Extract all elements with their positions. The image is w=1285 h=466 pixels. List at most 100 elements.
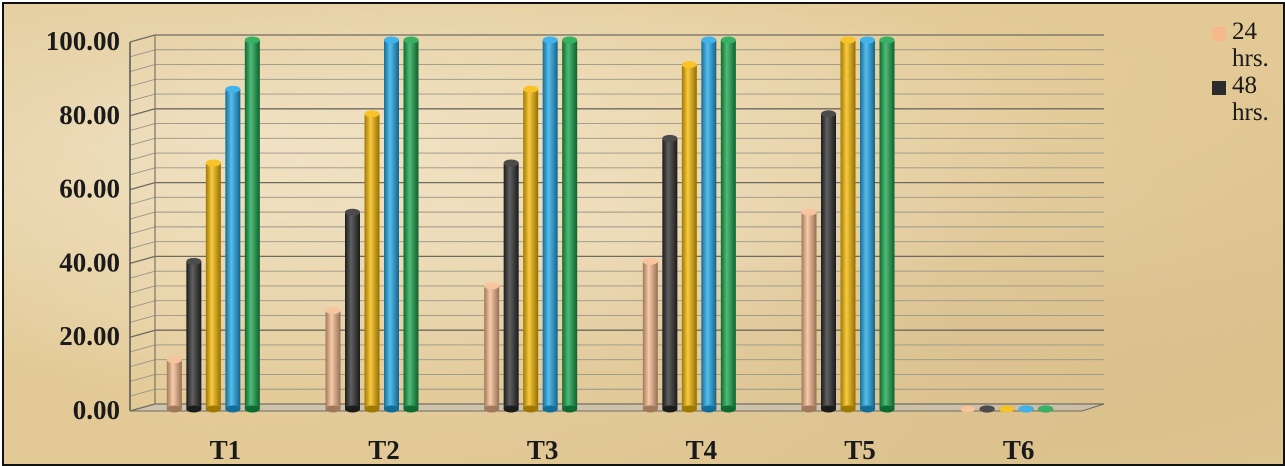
- bar: [186, 257, 202, 413]
- legend-label-24hrs-line1: 24: [1232, 18, 1257, 45]
- bar-body: [840, 40, 856, 409]
- gridline-side: [129, 93, 156, 102]
- bar-body: [345, 212, 360, 409]
- bar: [384, 36, 399, 413]
- bar-base: [720, 405, 736, 413]
- bar-base: [681, 405, 697, 413]
- bar-top: [960, 405, 976, 413]
- category-label: T4: [686, 435, 718, 464]
- bar-chart: 0.00 20.00 40.00 60.00 80.00 100.00 T1 T2 T3 T4 T5…: [46, 26, 1105, 464]
- gridline-side: [129, 388, 156, 397]
- y-tick-label: 20.00: [59, 321, 120, 351]
- category-label: T3: [527, 435, 559, 464]
- gridline-side: [129, 285, 156, 294]
- bar: [720, 36, 736, 413]
- bar: [860, 36, 875, 413]
- bar-top: [364, 110, 380, 118]
- bar-top: [662, 134, 678, 142]
- gridline-side: [129, 78, 156, 87]
- bar-base: [225, 405, 241, 413]
- bar-base: [821, 405, 836, 413]
- bar-base: [186, 405, 202, 413]
- bar: [1038, 405, 1054, 413]
- bar-base: [403, 405, 419, 413]
- gridline-side: [129, 270, 156, 279]
- bar-body: [186, 261, 202, 409]
- bar: [681, 61, 697, 413]
- bar-base: [325, 405, 341, 413]
- bar-base: [701, 405, 717, 413]
- gridline-side: [129, 300, 156, 309]
- bar-body: [523, 89, 539, 410]
- bar-top: [523, 85, 539, 93]
- bar-top: [484, 282, 500, 290]
- bar: [562, 36, 578, 413]
- bar: [244, 36, 260, 413]
- gridline-side: [129, 226, 156, 235]
- bar-top: [325, 307, 341, 315]
- bar-body: [542, 40, 558, 409]
- legend-swatch-24hrs: [1212, 27, 1226, 41]
- labels-layer: 0.00 20.00 40.00 60.00 80.00 100.00 T1 T2 T3 T4 T5…: [46, 26, 1035, 464]
- bar-base: [542, 405, 558, 413]
- bar-top: [840, 36, 856, 44]
- bar-base: [384, 405, 399, 413]
- gridline-side: [129, 329, 156, 338]
- y-tick-label: 0.00: [73, 395, 120, 425]
- bar-top: [681, 61, 697, 69]
- gridline-side: [129, 123, 156, 131]
- bar-base: [662, 405, 678, 413]
- bar: [662, 134, 678, 413]
- bar-top: [801, 208, 817, 216]
- category-label: T2: [368, 435, 400, 464]
- bar-body: [821, 113, 836, 410]
- gridline-side: [129, 315, 156, 323]
- y-tick-label: 100.00: [46, 26, 120, 56]
- bar-top: [1038, 405, 1054, 413]
- legend-swatch-48hrs: [1212, 81, 1226, 95]
- bar-top: [720, 36, 736, 44]
- bar-body: [681, 64, 697, 409]
- gridline-side: [129, 137, 156, 146]
- bar: [523, 85, 539, 413]
- legend-item-48hrs: 48 hrs.: [1210, 72, 1283, 126]
- legend-label-24hrs-line2: hrs.: [1232, 45, 1269, 72]
- bar-body: [662, 138, 678, 409]
- bar-base: [166, 405, 182, 413]
- bar-top: [879, 36, 895, 44]
- bar: [205, 159, 221, 413]
- bar-body: [384, 40, 399, 409]
- bar: [503, 159, 519, 413]
- legend-item-24hrs: 24 hrs.: [1210, 18, 1283, 72]
- gridline-side: [129, 344, 156, 353]
- bar-base: [840, 405, 856, 413]
- bar: [840, 36, 856, 413]
- bar-body: [244, 40, 260, 409]
- gridline-side: [129, 152, 156, 161]
- bar-top: [244, 36, 260, 44]
- bar-body: [503, 162, 519, 409]
- bar-top: [345, 208, 360, 216]
- bar-body: [562, 40, 578, 409]
- category-label: T6: [1003, 435, 1035, 464]
- bar-base: [205, 405, 221, 413]
- bar-body: [701, 40, 717, 409]
- bar-base: [860, 405, 875, 413]
- bar-base: [345, 405, 360, 413]
- bar-base: [523, 405, 539, 413]
- y-tick-label: 40.00: [59, 247, 120, 277]
- gridline-side: [129, 211, 156, 220]
- bar-body: [364, 113, 380, 410]
- bars-layer: [166, 36, 1054, 413]
- bar-base: [642, 405, 658, 413]
- bar: [701, 36, 717, 413]
- bar: [821, 110, 836, 413]
- bar-body: [166, 359, 182, 409]
- bar-top: [186, 257, 202, 265]
- bar-body: [642, 261, 658, 409]
- bar: [364, 110, 380, 413]
- bar: [979, 405, 995, 413]
- legend-label-48hrs-line2: hrs.: [1232, 99, 1269, 126]
- bar-top: [821, 110, 836, 118]
